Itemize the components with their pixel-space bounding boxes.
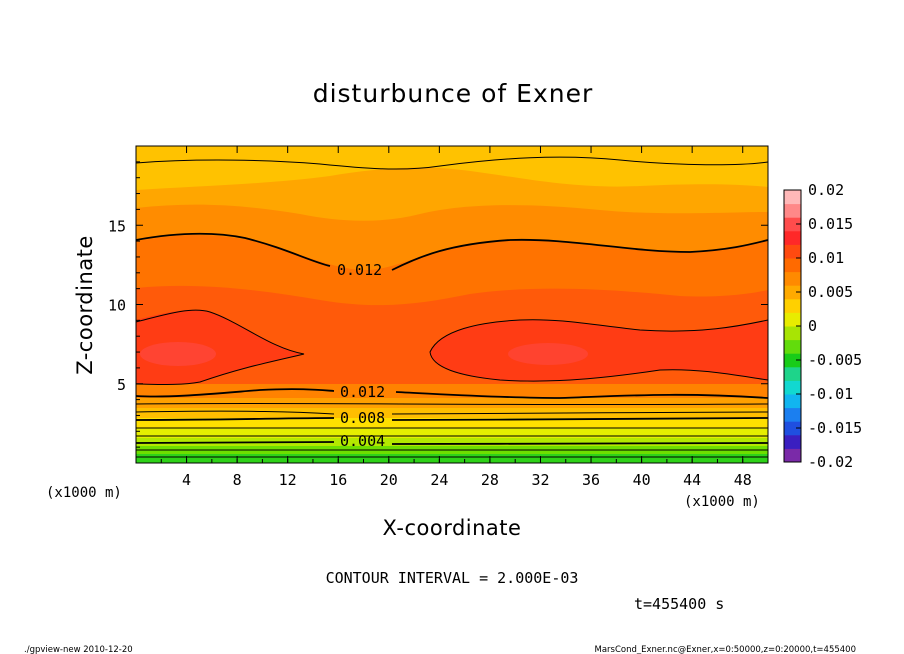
contour-lines <box>135 156 769 458</box>
colorbar-label: -0.02 <box>808 453 853 471</box>
band-low-2 <box>136 398 768 408</box>
footer-left: ./gpview-new 2010-12-20 <box>24 645 133 654</box>
peak-right <box>508 343 588 365</box>
y-axis: 5 10 15 <box>108 161 768 448</box>
colorbar-label: 0 <box>808 317 817 335</box>
band-low-4 <box>136 418 768 428</box>
x-tick-label: 24 <box>430 471 448 489</box>
x-axis-unit-left: (x1000 m) <box>46 485 122 501</box>
colorbar-label: -0.015 <box>808 419 862 437</box>
x-tick-label: 36 <box>582 471 600 489</box>
peak-left <box>140 342 216 366</box>
x-tick-label: 20 <box>380 471 398 489</box>
band-low-5 <box>136 428 768 438</box>
colorbar-segment <box>784 285 801 300</box>
colorbar-label: 0.015 <box>808 215 853 233</box>
contour-line-012-upper <box>135 232 331 267</box>
contour-line-l7 <box>135 441 769 445</box>
colorbar-segment <box>784 326 801 341</box>
contour-line-012-upper-b <box>391 238 769 271</box>
plot-area <box>136 146 768 463</box>
colorbar-label: 0.02 <box>808 181 844 199</box>
colorbar <box>783 189 802 463</box>
colorbar-segment <box>784 421 801 436</box>
colorbar-segment <box>784 380 801 395</box>
colorbar-label: 0.01 <box>808 249 844 267</box>
contour-label: 0.008 <box>340 409 385 427</box>
x-tick-label: 16 <box>329 471 347 489</box>
x-axis-title: X-coordinate <box>383 516 522 540</box>
colorbar-label: 0.005 <box>808 283 853 301</box>
x-tick-label: 40 <box>633 471 651 489</box>
x-axis-unit-right: (x1000 m) <box>684 494 760 510</box>
footer-right: MarsCond_Exner.nc@Exner,x=0:50000,z=0:20… <box>594 645 856 654</box>
contour-line-l3 <box>135 410 769 415</box>
colorbar-segment <box>784 407 801 422</box>
band-low-1 <box>136 384 768 398</box>
colorbar-segment <box>784 366 801 381</box>
y-axis-title: Z-coordinate <box>73 235 97 375</box>
contour-line-l4 <box>135 417 769 421</box>
band-low-6 <box>136 438 768 446</box>
contour-label: 0.012 <box>337 261 382 279</box>
contour-interval-note: CONTOUR INTERVAL = 2.000E-03 <box>326 569 579 587</box>
colorbar-segment <box>784 258 801 273</box>
band-low-3 <box>136 408 768 418</box>
colorbar-segment <box>784 230 801 245</box>
y-tick-label: 5 <box>117 376 126 394</box>
colorbar-segment <box>784 190 801 205</box>
core-right <box>430 319 768 382</box>
colorbar-label: -0.01 <box>808 385 853 403</box>
colorbar-segment <box>784 271 801 286</box>
colorbar-labels: 0.02 0.015 0.01 0.005 0 -0.005 -0.01 -0.015 -0.0… <box>796 181 862 471</box>
x-tick-label: 4 <box>182 471 191 489</box>
colorbar-label: -0.005 <box>808 351 862 369</box>
x-tick-label: 48 <box>734 471 752 489</box>
colorbar-segment <box>784 298 801 313</box>
contour-line-l2 <box>135 402 769 406</box>
x-tick-label: 32 <box>531 471 549 489</box>
colorbar-segment <box>784 339 801 354</box>
x-tick-label: 12 <box>279 471 297 489</box>
contour-line-012-lower-b <box>395 391 769 399</box>
y-tick-label: 10 <box>108 297 126 315</box>
contour-line-core-left <box>135 309 305 385</box>
colorbar-segment <box>784 244 801 259</box>
colorbar-segment <box>784 312 801 327</box>
x-tick-label: 28 <box>481 471 499 489</box>
time-label: t=455400 s <box>634 595 724 613</box>
contour-label: 0.004 <box>340 432 385 450</box>
colorbar-segment <box>784 394 801 409</box>
x-axis: 4 8 12 16 20 24 28 32 36 40 44 48 <box>160 146 752 489</box>
x-tick-label: 44 <box>683 471 701 489</box>
colorbar-segment <box>784 448 801 463</box>
colorbar-segment <box>784 203 801 218</box>
chart-title: disturbunce of Exner <box>313 79 594 108</box>
colorbar-segment <box>784 217 801 232</box>
colorbar-segment <box>784 434 801 449</box>
band-low-8 <box>136 454 768 463</box>
x-tick-label: 8 <box>233 471 242 489</box>
contour-labels: 0.012 0.012 0.008 0.004 <box>337 261 385 450</box>
contour-line-012-lower <box>135 388 335 398</box>
contour-label: 0.012 <box>340 383 385 401</box>
contour-line-core-right <box>429 319 769 382</box>
contour-line-upper-thin <box>135 156 769 170</box>
colorbar-segment <box>784 353 801 368</box>
y-tick-label: 15 <box>108 217 126 235</box>
